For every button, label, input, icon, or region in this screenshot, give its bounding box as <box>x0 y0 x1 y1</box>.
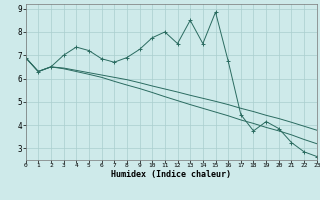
X-axis label: Humidex (Indice chaleur): Humidex (Indice chaleur) <box>111 170 231 179</box>
